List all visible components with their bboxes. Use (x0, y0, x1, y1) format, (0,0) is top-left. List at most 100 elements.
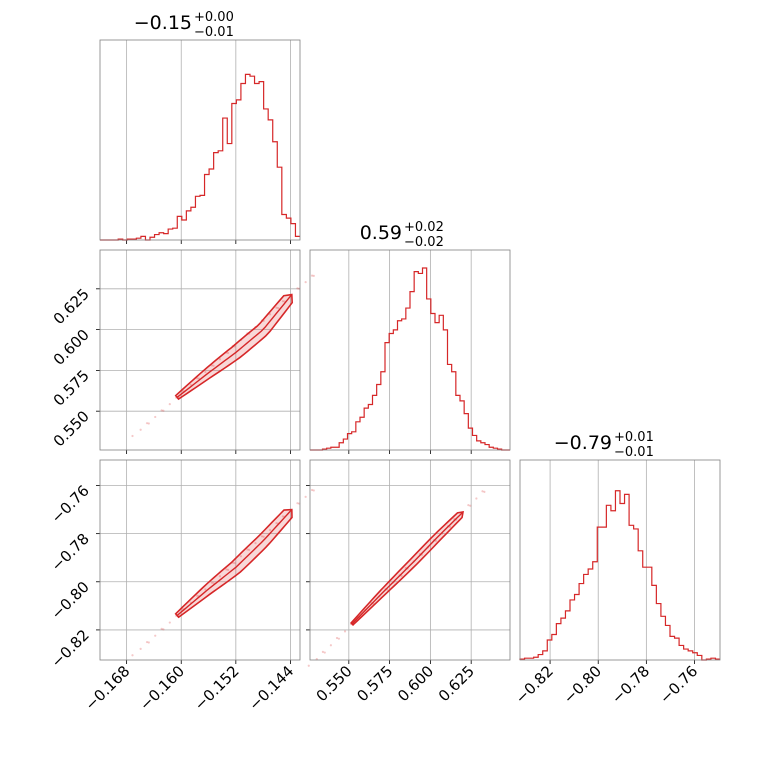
sample-point (275, 306, 278, 309)
title-upper-error: +0.02 (404, 220, 444, 235)
histogram-step (100, 73, 300, 241)
density-contour (176, 294, 293, 398)
panel-frame (309, 459, 511, 661)
sample-point (212, 581, 215, 585)
sample-point (335, 636, 339, 640)
sample-point (154, 415, 157, 419)
sample-point (296, 502, 299, 505)
sample-point (268, 313, 272, 316)
sample-point (281, 300, 284, 303)
sample-point (147, 422, 150, 425)
panel-frame (99, 39, 301, 241)
sample-point (312, 274, 315, 278)
sample-point (162, 628, 165, 631)
y-tick-label: −0.80 (48, 578, 93, 623)
panel-frame (309, 249, 511, 451)
density-band (174, 293, 294, 401)
panel-frame (519, 459, 721, 661)
sample-point (310, 488, 314, 492)
title-upper-error: +0.01 (614, 430, 654, 445)
sample-point (469, 504, 472, 507)
sample-point (310, 274, 314, 277)
sample-point (160, 627, 163, 631)
x-tick-label: −0.76 (656, 662, 701, 707)
y-tick-label: −0.76 (48, 482, 93, 527)
density-contour (351, 511, 464, 625)
sample-point (218, 358, 222, 361)
x-tick-label: −0.78 (608, 662, 653, 707)
sample-point (218, 575, 222, 578)
density-contour (176, 509, 293, 617)
sample-point (145, 640, 149, 644)
sample-point (196, 594, 199, 597)
sample-point (160, 409, 163, 412)
sample-point (321, 650, 324, 653)
sample-point (343, 630, 347, 633)
sample-point (139, 647, 142, 650)
sample-point (481, 490, 484, 493)
sample-point (168, 621, 171, 624)
histogram-step (519, 490, 720, 661)
x-tick-label: −0.82 (512, 662, 557, 707)
panel-title: −0.79 (554, 432, 612, 454)
title-lower-error: −0.01 (194, 25, 234, 40)
sample-point (139, 428, 142, 431)
sample-point (168, 403, 171, 406)
y-tick-label: 0.600 (50, 326, 93, 369)
x-tick-label: −0.152 (191, 662, 243, 714)
sample-point (260, 535, 264, 538)
y-tick-label: 0.550 (50, 407, 93, 450)
y-tick-label: −0.78 (48, 530, 93, 575)
sample-point (448, 525, 452, 529)
sample-point (254, 542, 257, 545)
sample-point (312, 489, 315, 492)
x-tick-label: 0.600 (394, 662, 437, 705)
x-tick-label: −0.80 (560, 662, 605, 707)
sample-point (281, 515, 284, 518)
sample-point (212, 364, 215, 367)
x-tick-label: −0.160 (136, 662, 188, 714)
x-tick-label: 0.625 (435, 662, 478, 705)
sample-point (247, 548, 251, 552)
panel-frame (99, 249, 301, 451)
sample-point (304, 281, 307, 284)
y-tick-label: −0.82 (48, 626, 93, 671)
sample-point (239, 555, 243, 558)
x-tick-label: 0.575 (353, 662, 396, 705)
sample-point (162, 409, 165, 412)
panel-title: 0.59 (360, 222, 402, 244)
sample-point (233, 561, 236, 565)
y-tick-label: 0.625 (50, 285, 93, 328)
sample-point (329, 644, 332, 647)
sample-point (323, 651, 326, 654)
sample-point (226, 351, 230, 355)
sample-point (467, 504, 470, 507)
x-tick-label: −0.168 (81, 662, 133, 714)
panel-frame (99, 459, 301, 661)
panel-title: −0.15 (134, 12, 192, 34)
sample-point (226, 568, 230, 571)
sample-point (475, 497, 478, 500)
title-upper-error: +0.00 (194, 10, 234, 25)
sample-point (304, 495, 307, 498)
sample-point (275, 522, 278, 525)
sample-point (268, 528, 272, 532)
x-tick-label: 0.550 (313, 662, 356, 705)
histogram-step (310, 267, 510, 451)
sample-point (307, 664, 310, 667)
sample-point (147, 641, 150, 644)
y-tick-label: 0.575 (50, 366, 93, 409)
sample-point (246, 548, 249, 551)
sample-point (204, 588, 207, 591)
title-lower-error: −0.01 (614, 445, 654, 460)
density-band (174, 508, 293, 619)
sample-point (154, 634, 157, 637)
sample-point (210, 581, 213, 584)
sample-point (145, 422, 149, 425)
title-lower-error: −0.02 (404, 235, 444, 250)
sample-point (337, 637, 341, 640)
sample-point (262, 535, 265, 538)
sample-point (204, 370, 207, 374)
x-tick-label: −0.144 (245, 662, 297, 714)
